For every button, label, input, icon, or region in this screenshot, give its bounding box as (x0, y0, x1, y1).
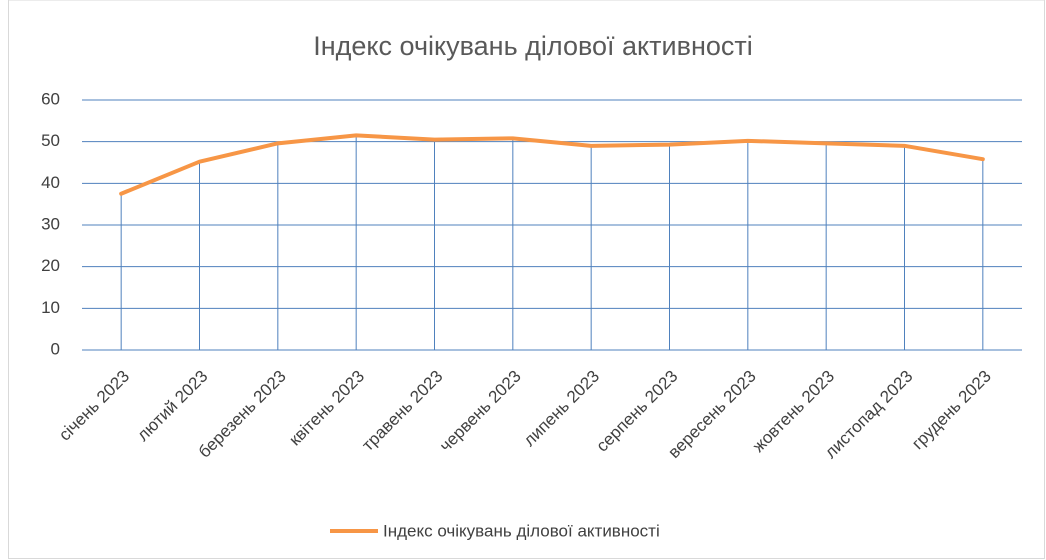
y-tick-label: 10 (41, 298, 60, 317)
series-line (119, 133, 985, 196)
y-tick-label: 50 (41, 131, 60, 150)
y-tick-label: 0 (51, 339, 60, 358)
y-tick-label: 20 (41, 256, 60, 275)
y-tick-label: 30 (41, 214, 60, 233)
legend-label: Індекс очікувань ділової активності (383, 521, 660, 540)
y-tick-label: 60 (41, 89, 60, 108)
chart-border (8, 0, 1045, 559)
chart-title: Індекс очікувань ділової активності (313, 31, 753, 61)
y-tick-label: 40 (41, 173, 60, 192)
